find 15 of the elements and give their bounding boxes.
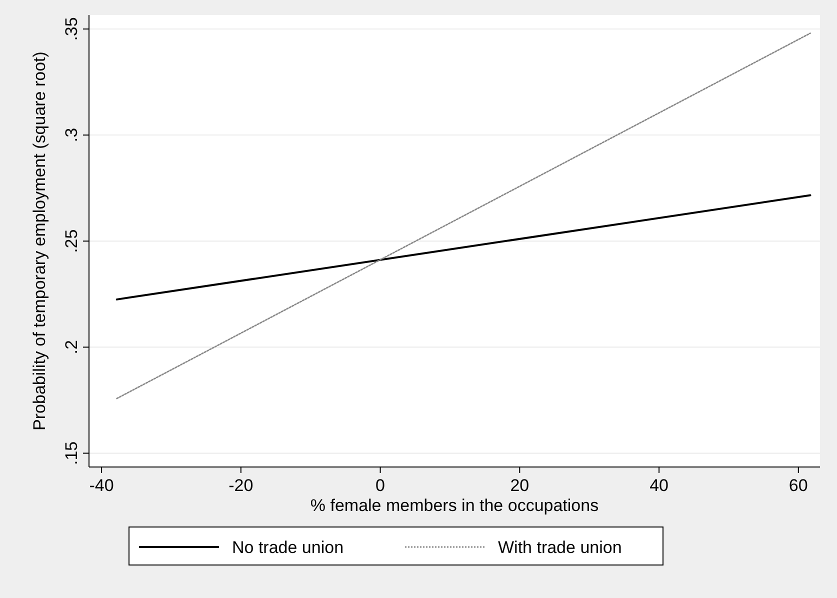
x-axis-title: % female members in the occupations [310,496,599,515]
y-axis-title: Probability of temporary employment (square root) [30,52,49,430]
x-tick-label: 0 [376,476,386,495]
x-tick-label: 40 [650,476,668,495]
x-tick-label: 60 [788,476,808,495]
legend-label: No trade union [232,538,344,557]
y-tick-label: .3 [62,128,81,142]
y-tick-label: .35 [62,17,81,41]
y-tick-label: .25 [62,229,81,253]
x-tick-label: -20 [228,476,254,495]
y-tick-label: .15 [62,441,81,466]
x-tick-label: 20 [510,476,530,495]
y-tick-label: .2 [62,340,81,354]
legend-label: With trade union [498,538,622,557]
x-tick-label: -40 [89,476,114,495]
